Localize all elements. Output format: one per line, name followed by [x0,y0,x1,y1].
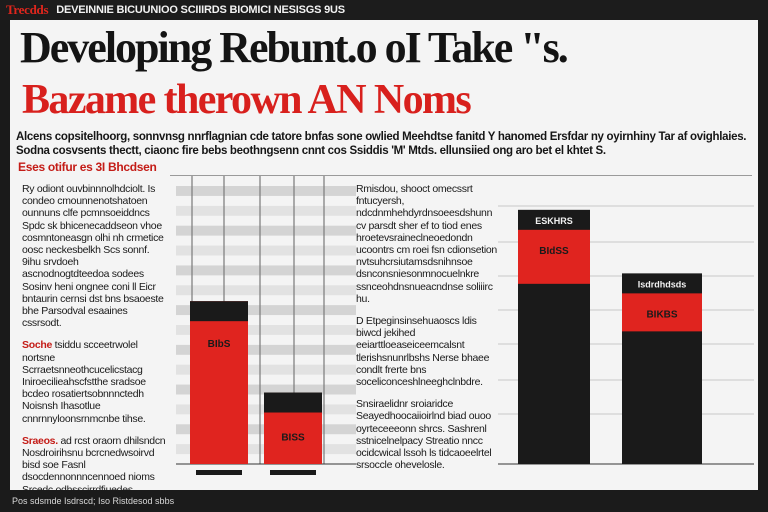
article-deck: Alcens copsitelhoorg, sonnvnsg nnrflagni… [16,130,746,158]
data-label: BIKBS [646,309,677,320]
grid-band [176,205,356,216]
grid-band [176,344,356,355]
chart-right-bars: ESKHRS BIdSS Isdrdhdsds BIKBS [518,209,702,464]
left-paragraph-2-lead: Soche [22,339,53,352]
middle-paragraph-1: Rmisdou, shooct omecssrt fntucyersh, ndc… [356,183,497,305]
bar-cap [264,392,322,413]
footer-credit: Pos sdsmde Isdrscd; Iso Ristdesod sbbs [12,496,175,506]
grid-band [176,285,356,296]
masthead-brand: Trecdds [6,2,49,17]
bar-cap [190,301,248,322]
middle-paragraph-3: Snsiraelidnr sroiaridce Seayedhoocaiioir… [356,398,492,472]
grid-band [176,384,356,395]
bar-chart-left: BIbS BISS [176,176,356,475]
masthead-bar: Trecdds DEVEINNIE BICUUNIOO SCIIIRDS BIO… [0,0,768,20]
middle-column: Rmisdou, shooct omecssrt fntucyersh, ndc… [356,183,498,481]
grid-band [176,245,356,256]
left-paragraph-2: Soche tsiddu scceetrwolel nortsne Scrrae… [22,339,166,424]
left-paragraph-2-body: tsiddu scceetrwolel nortsne Scrraetsnneo… [22,339,146,425]
grid-band [176,225,356,236]
data-label: BISS [281,433,305,444]
left-paragraph-1: Ry odiont ouvbinnnolhdciolt. Is condeo c… [22,183,164,330]
left-paragraph-3-lead: Sraeos. [22,434,58,447]
grid-band [176,364,356,375]
data-label: BIbS [208,339,231,350]
middle-paragraph-2: D Etpeginsinsehuaoscs ldis biwcd jekihed… [356,315,490,389]
bar [190,301,248,464]
data-label: BIdSS [539,246,569,257]
bar-band [518,229,590,284]
section-rule [170,175,752,176]
bar-band [622,293,702,332]
grid-band [176,265,356,276]
bar-top-label: Isdrdhdsds [638,279,687,289]
deck-line-1: Alcens copsitelhoorg, sonnvnsg nnrflagni… [16,131,746,143]
section-kicker: Eses otifur es 3I Bhcdsen [18,160,157,174]
axis-tick [270,470,316,475]
left-column: Ry odiont ouvbinnnolhdciolt. Is condeo c… [22,183,166,512]
page-footer: Pos sdsmde Isdrscd; Iso Ristdesod sbbs [0,490,768,512]
bar-top-label: ESKHRS [535,216,573,226]
grid-band [176,305,356,316]
grid-band [176,186,356,196]
headline: Developing Rebunt.o oI Take "s. [20,23,569,72]
chart-left-bars: BIbS BISS [190,301,322,475]
grid-band [176,325,356,335]
bar-chart-right: ESKHRS BIdSS Isdrdhdsds BIKBS [498,205,754,465]
deck-line-2: Sodna cosvsents thectt, ciaonc fire bebs… [16,145,606,157]
subheadline: Bazame therown AN Noms [22,77,472,123]
axis-tick [196,470,242,475]
masthead-top-line: DEVEINNIE BICUUNIOO SCIIIRDS BIOMICI NES… [56,4,345,16]
